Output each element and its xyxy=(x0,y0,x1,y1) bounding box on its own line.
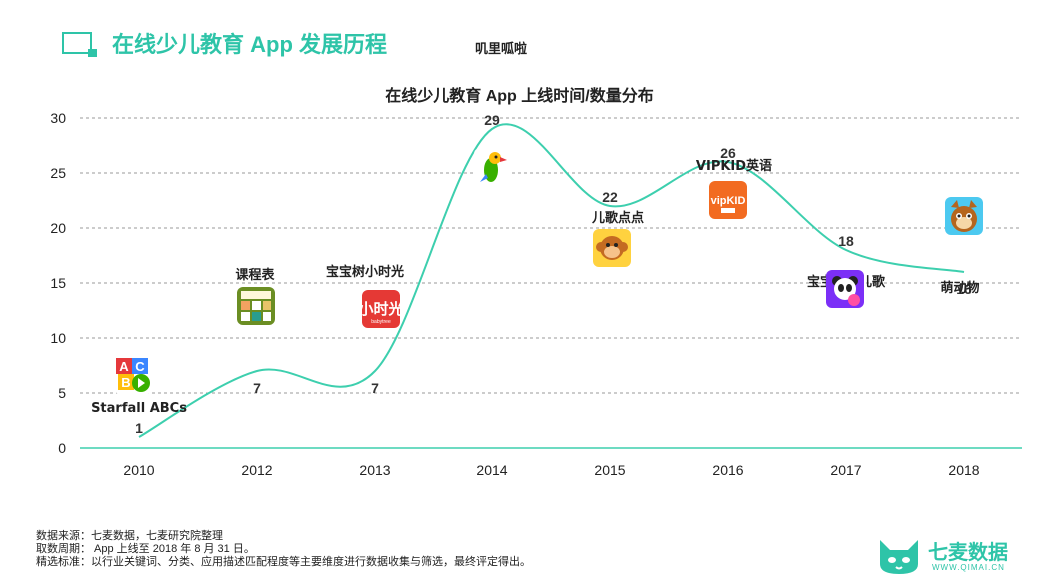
data-label: 7 xyxy=(253,380,261,396)
y-tick-label: 20 xyxy=(50,220,66,236)
svg-text:B: B xyxy=(121,375,130,390)
cat-logo-icon xyxy=(880,540,918,574)
brand-logo: 七麦数据 WWW.QIMAI.CN xyxy=(876,534,1026,578)
panda-app-icon xyxy=(826,270,864,308)
x-tick-label: 2014 xyxy=(476,462,507,478)
monkey-app-icon xyxy=(593,229,631,267)
data-label: 16 xyxy=(956,281,972,297)
data-label: 18 xyxy=(838,233,854,249)
footnote: 数据来源：七麦数据，七麦研究院整理 取数周期： App 上线至 2018 年 8… xyxy=(36,530,531,569)
svg-text:babytree: babytree xyxy=(371,319,391,325)
chart-title: 在线少儿教育 App 上线时间/数量分布 xyxy=(385,88,654,105)
app-name-label: 儿歌点点 xyxy=(591,210,644,226)
starfall-abcs-app-icon: A C B xyxy=(114,356,152,394)
brand-name: 七麦数据 xyxy=(928,542,1008,564)
app-name-label: 萌动物 xyxy=(940,280,979,296)
data-label: 7 xyxy=(371,380,379,396)
y-tick-label: 5 xyxy=(58,385,66,401)
app-name-label: 课程表 xyxy=(235,267,275,283)
brand-url: WWW.QIMAI.CN xyxy=(932,563,1005,572)
x-tick-label: 2017 xyxy=(830,462,861,478)
parrot-app-icon xyxy=(474,148,512,186)
page-title: 在线少儿教育 App 发展历程 xyxy=(112,32,387,57)
y-tick-label: 25 xyxy=(50,165,66,181)
data-label: 29 xyxy=(484,112,500,128)
y-tick-label: 0 xyxy=(58,440,66,456)
series-line xyxy=(138,123,965,438)
app-name-label: VIPKID英语 xyxy=(696,158,772,174)
y-tick-label: 10 xyxy=(50,330,66,346)
data-label: 1 xyxy=(135,420,143,436)
x-tick-label: 2010 xyxy=(123,462,154,478)
data-label: 22 xyxy=(602,189,618,205)
svg-text:小时光: 小时光 xyxy=(362,300,400,318)
svg-text:vipKID: vipKID xyxy=(711,195,746,207)
cute-animal-app-icon xyxy=(945,197,983,235)
vipkid-app-icon: vipKID xyxy=(709,181,747,219)
course-schedule-app-icon xyxy=(237,287,275,325)
x-tick-label: 2013 xyxy=(359,462,390,478)
footnote-source: 数据来源：七麦数据，七麦研究院整理 xyxy=(36,530,223,542)
x-tick-label: 2018 xyxy=(948,462,979,478)
x-tick-label: 2012 xyxy=(241,462,272,478)
y-tick-label: 15 xyxy=(50,275,66,291)
header-frame-icon xyxy=(62,32,97,57)
svg-text:A: A xyxy=(119,359,129,374)
app-name-label: Starfall ABCs xyxy=(91,401,187,416)
babytree-app-icon: 小时光 babytree xyxy=(362,290,400,328)
footnote-criteria: 精选标准：以行业关键词、分类、应用描述匹配程度等主要维度进行数据收集与筛选，最终… xyxy=(36,556,531,568)
app-name-label: 宝宝树小时光 xyxy=(326,264,404,280)
app-name-label: 叽里呱啦 xyxy=(475,41,527,57)
data-label: 26 xyxy=(720,145,736,161)
x-tick-label: 2015 xyxy=(594,462,625,478)
x-tick-label: 2016 xyxy=(712,462,743,478)
svg-text:C: C xyxy=(135,359,145,374)
y-tick-label: 30 xyxy=(50,110,66,126)
footnote-period: 取数周期： App 上线至 2018 年 8 月 31 日。 xyxy=(36,543,255,555)
